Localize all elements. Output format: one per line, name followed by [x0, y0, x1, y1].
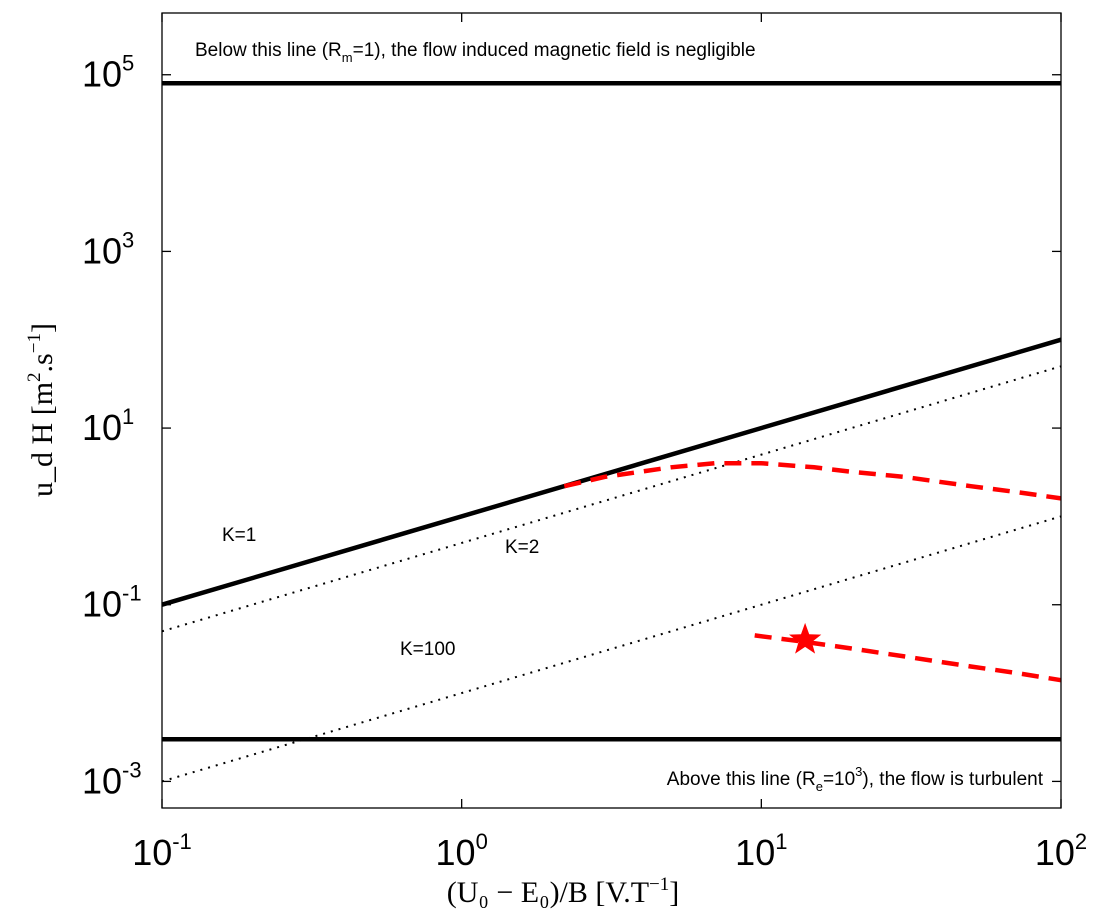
label-k2: K=2 [505, 537, 539, 558]
star-marker [789, 622, 822, 654]
y-tick-label: 101 [82, 404, 134, 448]
series-line-3 [161, 337, 1062, 607]
y-tick-label: 105 [82, 51, 134, 95]
x-tick-label: 102 [1035, 829, 1087, 873]
series-line-6 [563, 460, 1062, 501]
ticks-layer: 10-1 100 101 102 10-3 10-1 101 103 105 [82, 13, 1087, 873]
series-line-5 [161, 515, 1062, 783]
x-tick-label: 101 [735, 829, 787, 873]
x-tick-label: 100 [436, 829, 488, 873]
y-tick-label: 103 [82, 227, 134, 271]
series-line-4 [161, 365, 1062, 633]
label-k100: K=100 [400, 639, 455, 660]
series-layer [161, 81, 1062, 783]
plot-frame [161, 12, 1062, 809]
series-line-7 [754, 633, 1062, 683]
annotation-bottom: Above this line (Re=103), the flow is tu… [667, 764, 1044, 794]
annotation-top: Below this line (Rm=1), the flow induced… [195, 40, 756, 65]
label-k1: K=1 [222, 525, 256, 546]
y-tick-label: 10-1 [82, 581, 142, 625]
x-axis-label: (U₀ − E₀)/B [V.T−1] [447, 874, 679, 909]
x-tick-label: 10-1 [132, 829, 192, 873]
y-axis-label: u_d H [m2.s−1] [24, 323, 59, 497]
y-tick-label: 10-3 [82, 757, 142, 801]
